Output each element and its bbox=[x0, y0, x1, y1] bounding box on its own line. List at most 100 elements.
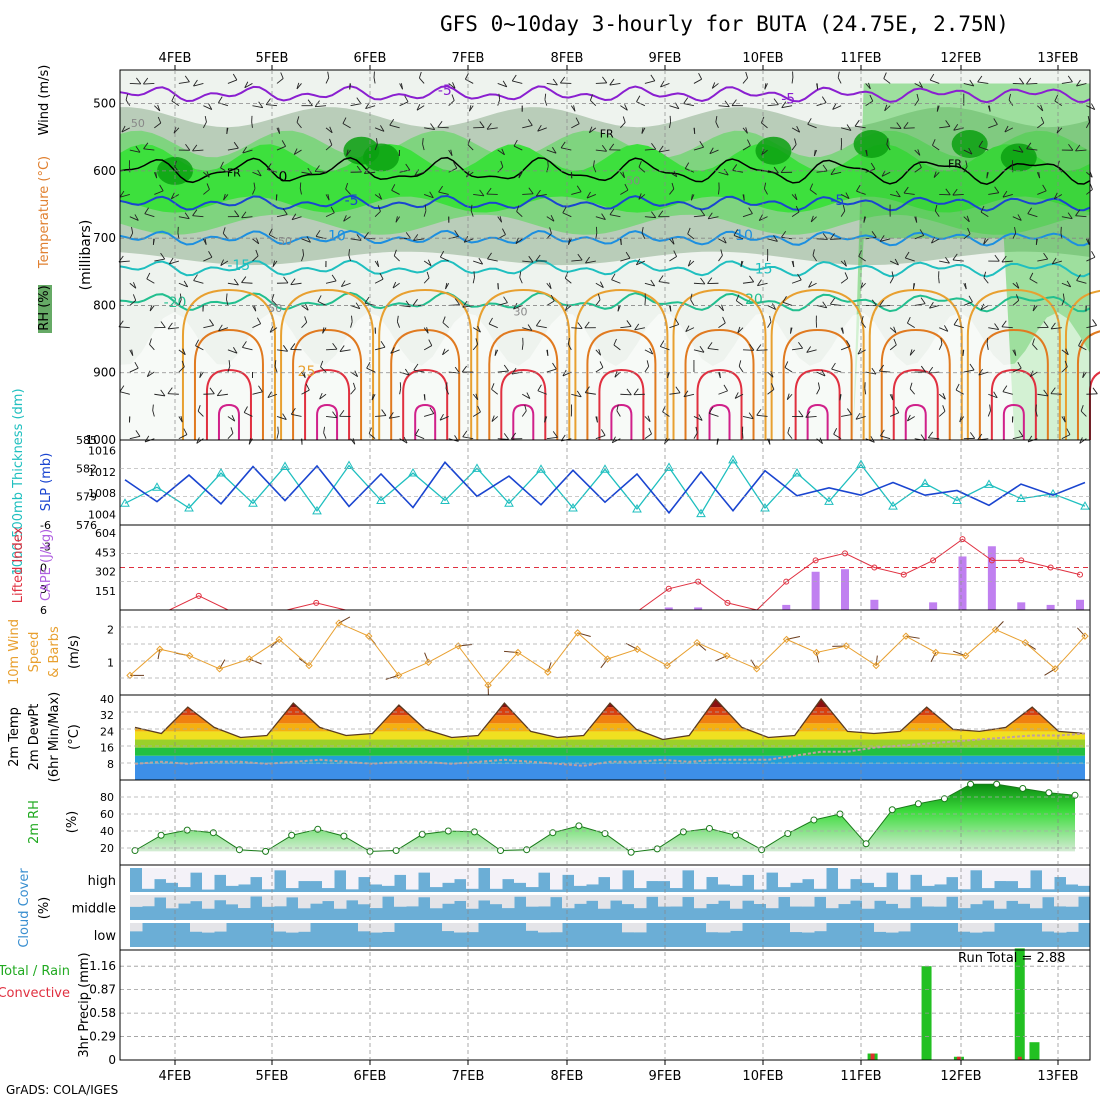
rh-point bbox=[811, 817, 817, 823]
y-axis-label-millibars: (millibars) bbox=[78, 220, 94, 291]
y-axis-label-total-rain: Total / Rain bbox=[0, 964, 70, 979]
cloud-gap bbox=[478, 895, 491, 900]
cloud-gap bbox=[430, 895, 443, 908]
rh-point bbox=[341, 833, 347, 839]
precip-bar bbox=[1029, 1042, 1039, 1060]
isotherm-label: -5 bbox=[345, 193, 359, 209]
cloud-gap bbox=[250, 895, 263, 896]
y-axis-label-temperature: Temperature (°C) bbox=[37, 156, 52, 269]
cloud-gap bbox=[1054, 923, 1067, 933]
cloud-gap bbox=[850, 895, 863, 901]
cloud-gap bbox=[550, 923, 563, 932]
cloud-gap bbox=[814, 895, 827, 897]
cloud-gap bbox=[958, 923, 971, 932]
wind-barb-flag bbox=[548, 160, 549, 166]
rh-point bbox=[263, 848, 269, 854]
y-tick-right: 302 bbox=[95, 566, 116, 579]
y-axis-label-precip: 3hr Precip (mm) bbox=[77, 952, 92, 1057]
rh-point bbox=[419, 831, 425, 837]
rh-point bbox=[1020, 786, 1026, 792]
rh-core bbox=[363, 143, 399, 171]
cloud-gap bbox=[754, 868, 767, 890]
rh-point bbox=[315, 826, 321, 832]
cloud-gap bbox=[682, 895, 695, 897]
cloud-level-label: low bbox=[94, 929, 117, 944]
cloud-gap bbox=[682, 868, 695, 870]
cloud-gap bbox=[226, 868, 239, 886]
cloud-gap bbox=[838, 895, 851, 904]
cloud-gap bbox=[886, 868, 899, 873]
isotherm-label: 10 bbox=[328, 228, 346, 244]
cloud-gap bbox=[382, 923, 395, 932]
y-axis-label-wind10: 10m Wind bbox=[7, 619, 22, 685]
isotherm-label: -5 bbox=[438, 83, 452, 99]
cloud-gap bbox=[730, 868, 743, 886]
cloud-gap bbox=[334, 895, 347, 909]
cloud-gap bbox=[526, 868, 539, 887]
cloud-gap bbox=[958, 868, 971, 889]
cloud-gap bbox=[610, 868, 623, 889]
cloud-gap bbox=[238, 868, 251, 884]
cloud-gap bbox=[1042, 868, 1055, 889]
cloud-gap bbox=[598, 868, 611, 877]
cloud-gap bbox=[1066, 923, 1079, 932]
y-axis-label-convective: Convective bbox=[0, 986, 70, 1001]
wind-barb-flag bbox=[790, 328, 791, 334]
rh-point bbox=[654, 846, 660, 852]
cloud-gap bbox=[298, 895, 311, 908]
y-tick: 60 bbox=[100, 808, 114, 821]
cloud-gap bbox=[622, 868, 635, 870]
wind-barb-flag bbox=[423, 138, 424, 144]
cape-bar bbox=[929, 602, 937, 610]
cloud-gap bbox=[754, 895, 767, 904]
cloud-gap bbox=[538, 923, 551, 932]
y-axis-label-temp2m: (°C) bbox=[67, 724, 82, 750]
wind-barb-flag bbox=[474, 271, 475, 277]
cloud-gap bbox=[730, 923, 743, 931]
cloud-gap bbox=[442, 895, 455, 904]
rh-core bbox=[755, 137, 791, 165]
cape-bar bbox=[988, 546, 996, 610]
cloud-gap bbox=[298, 923, 311, 932]
cloud-gap bbox=[178, 868, 191, 887]
wind-barb bbox=[438, 127, 449, 128]
precip-panel: 1.160.870.580.290 bbox=[89, 948, 1090, 1067]
cloud-gap bbox=[274, 868, 287, 870]
cape-bar bbox=[1076, 600, 1084, 610]
y-axis-label-slp: SLP (mb) bbox=[39, 453, 54, 512]
y-tick-right: 1004 bbox=[88, 508, 116, 521]
y-axis-label-cape: CAPE (J/kg) bbox=[39, 529, 54, 601]
cloud-gap bbox=[622, 923, 635, 932]
y-tick: 0 bbox=[108, 1053, 116, 1067]
cloud-gap bbox=[526, 895, 539, 907]
y-tick: 800 bbox=[93, 298, 116, 312]
cloud-gap bbox=[586, 868, 599, 884]
cloud-gap bbox=[958, 895, 971, 908]
wind-barb bbox=[620, 394, 631, 395]
date-label-bottom: 8FEB bbox=[551, 1069, 584, 1084]
cloud-gap bbox=[454, 895, 467, 901]
cloud-gap bbox=[262, 895, 275, 907]
date-label-top: 9FEB bbox=[649, 51, 682, 66]
wind-barb-flag bbox=[867, 150, 868, 156]
y-tick: 0.29 bbox=[89, 1030, 116, 1044]
cloud-gap bbox=[490, 868, 503, 889]
isotherm-35 bbox=[1090, 370, 1100, 440]
cloud-gap bbox=[130, 895, 143, 907]
y-tick: 0.58 bbox=[89, 1006, 116, 1020]
wind-barb bbox=[939, 277, 940, 283]
rh-point bbox=[759, 847, 765, 853]
cloud-gap bbox=[622, 895, 635, 904]
cloud-gap bbox=[214, 895, 227, 900]
cape-bar bbox=[782, 605, 790, 610]
cloud-gap bbox=[274, 895, 287, 906]
wind-barb bbox=[817, 239, 828, 240]
y-tick: 32 bbox=[100, 709, 114, 722]
date-label-top: 5FEB bbox=[256, 51, 289, 66]
y-tick: 20 bbox=[100, 842, 114, 855]
cloud-gap bbox=[418, 868, 431, 873]
date-label-bottom: 13FEB bbox=[1037, 1069, 1078, 1084]
cloud-gap bbox=[766, 895, 779, 908]
